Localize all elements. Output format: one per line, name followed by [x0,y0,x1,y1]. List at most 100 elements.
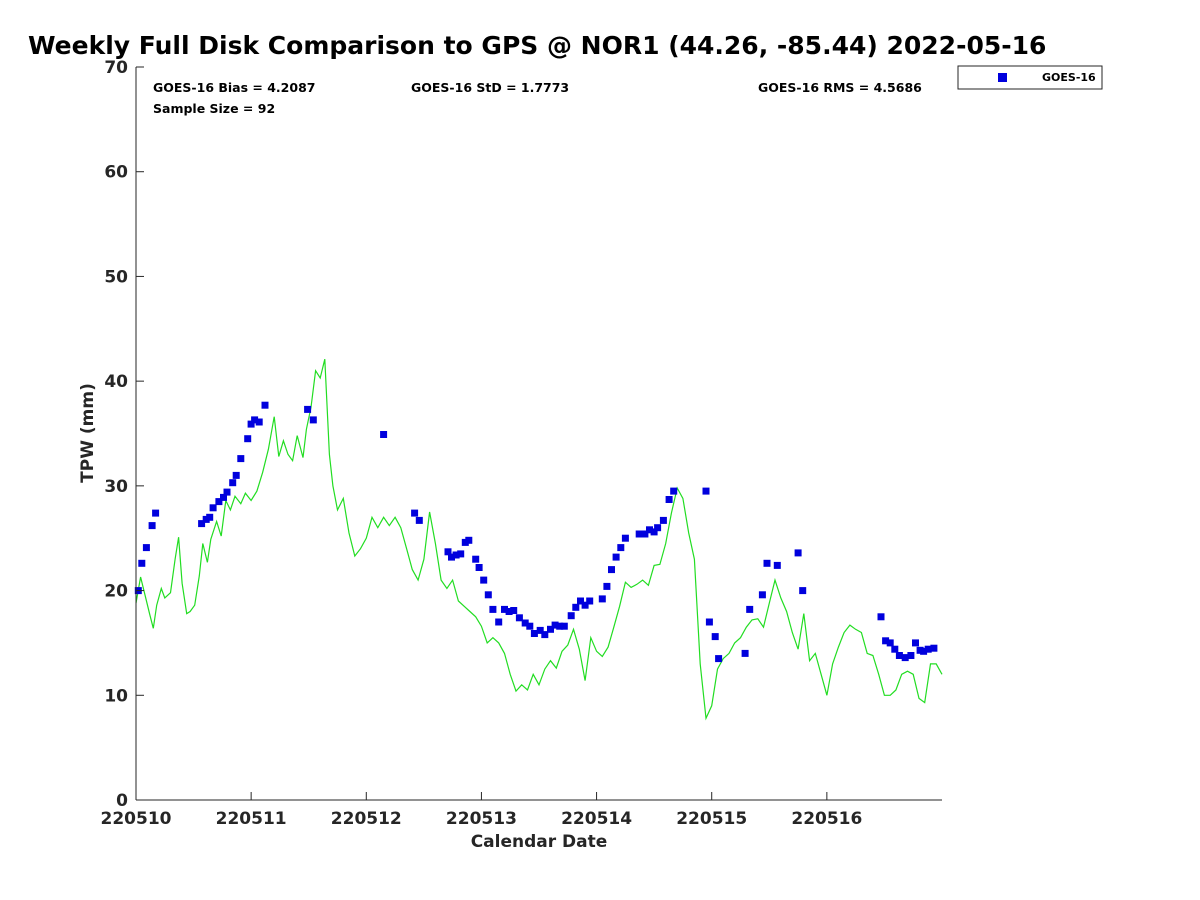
goes-16-point [907,652,915,659]
goes-16-point [415,516,423,524]
y-ticks: 0 10 20 30 40 50 60 70 [104,58,144,811]
plot-area [136,67,942,800]
goes-16-point [251,416,259,424]
goes-16-point [930,644,938,652]
goes-16-point [380,431,388,438]
sample-size-stat: Sample Size = 92 [153,101,275,116]
goes-16-point [598,595,606,603]
goes-16-point [891,645,899,653]
goes-16-point [617,544,625,552]
goes-16-point [665,496,673,503]
goes-16-point [641,530,649,538]
goes-16-point [895,652,903,659]
goes-16-point [223,488,231,496]
goes-16-point [142,544,150,552]
goes-16-point [670,487,678,495]
goes-16-point [920,647,928,655]
goes-16-point [206,513,214,521]
x-tick-label: 220516 [791,809,862,829]
goes-16-point [912,639,919,647]
goes-16-point [148,522,156,530]
goes-16-point [715,655,723,663]
goes-16-point [232,471,240,479]
goes-16-point [646,526,653,534]
y-tick-label: 70 [104,58,128,78]
goes-16-point [711,633,719,641]
goes-16-point [489,605,497,613]
goes-16-point [247,420,255,428]
goes-16-point [556,622,564,630]
legend-box [957,65,1103,90]
goes-16-point [877,613,885,621]
gps-series [135,359,943,721]
goes-16-point [475,564,483,571]
goes-16-point [536,626,544,634]
rms-stat: GOES-16 RMS = 4.5686 [758,80,922,95]
y-tick-label: 0 [116,791,128,811]
goes-16-series [134,401,938,663]
goes-16-point [465,536,473,544]
goes-16-point [448,553,455,561]
goes-16-point [659,516,667,524]
y-tick-label: 30 [104,477,128,497]
x-tick-label: 220511 [216,809,287,829]
goes-16-point [261,401,269,409]
goes-16-point [924,645,932,653]
goes-16-point [484,591,492,599]
goes-16-point [654,524,662,532]
goes-16-point [452,551,460,559]
goes-16-point [495,618,503,626]
goes-16-point [635,530,643,538]
chart-title: Weekly Full Disk Comparison to GPS @ NOR… [28,31,1046,60]
bias-stat: GOES-16 Bias = 4.2087 [153,80,315,95]
goes-16-point [547,625,554,633]
goes-16-point [581,601,589,609]
goes-16-point [209,504,217,512]
goes-16-point [515,614,523,622]
goes-16-point [244,435,252,443]
goes-16-point [237,455,245,463]
goes-16-point [215,498,223,506]
goes-16-point [603,582,611,590]
goes-16-point [229,479,237,487]
goes-16-point [505,608,513,615]
x-tick-label: 220510 [101,809,172,829]
goes-16-point [138,559,146,567]
std-stat: GOES-16 StD = 1.7773 [411,80,569,95]
goes-16-point [612,553,620,561]
y-tick-label: 60 [104,163,128,183]
goes-16-point [702,487,710,495]
y-axis-label: TPW (mm) [78,383,98,483]
goes-16-point [521,619,529,627]
goes-16-point [577,597,584,605]
goes-16-point [741,649,749,657]
goes-16-point [152,509,160,517]
goes-16-point [650,528,658,536]
x-axis-label: Calendar Date [471,832,608,852]
goes-16-point [457,550,465,558]
goes-16-point [882,637,890,645]
goes-16-point [621,534,629,542]
x-tick-label: 220515 [676,809,747,829]
goes-16-point [220,493,227,501]
goes-16-point [763,559,771,567]
goes-16-point [773,561,781,569]
goes-16-point [572,603,580,611]
goes-16-point [510,607,518,614]
goes-16-point [472,555,480,563]
goes-16-point [799,587,807,595]
goes-16-point [526,622,534,630]
goes-16-point [794,549,802,557]
goes-16-point [608,566,615,574]
goes-16-point [705,618,713,626]
legend-marker [998,73,1007,82]
x-ticks: 220510 220511 220512 220513 220514 220515 2205… [101,792,862,829]
goes-16-point [586,597,594,605]
goes-16-point [901,654,909,662]
y-tick-label: 20 [104,582,128,602]
x-tick-label: 220512 [331,809,402,829]
goes-16-point [530,630,538,637]
goes-16-point [309,416,317,424]
goes-16-point [304,405,312,413]
